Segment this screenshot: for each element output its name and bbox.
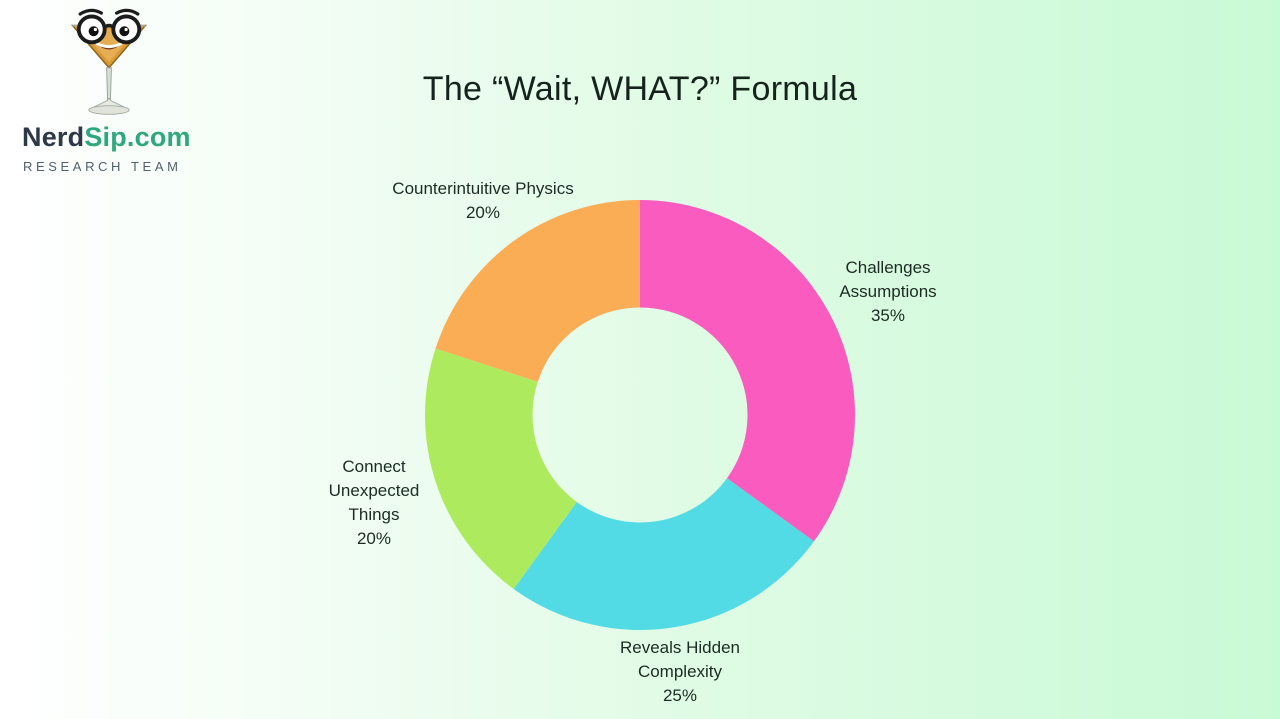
slice-label-reveals-hidden-complexity: Reveals Hidden Complexity 25%	[620, 636, 740, 708]
donut-segment-counterintuitive-physics	[435, 200, 640, 382]
brand-tagline: RESEARCH TEAM	[23, 159, 182, 174]
slice-label-line: Things	[348, 505, 400, 524]
brand-logo: NerdSip.com RESEARCH TEAM	[14, 6, 204, 174]
slice-label-line: Complexity	[637, 662, 723, 681]
brand-name: NerdSip.com	[14, 122, 204, 153]
slice-label-connect-unexpected-things: Connect Unexpected Things 20%	[329, 455, 420, 551]
donut-segment-challenges-assumptions	[640, 200, 855, 542]
donut-chart-svg	[424, 200, 855, 630]
brand-name-primary: Nerd	[22, 122, 85, 152]
slice-label-line: Unexpected	[328, 481, 420, 500]
slice-label-line: Counterintuitive Physics	[392, 179, 574, 198]
slice-label-line: Connect	[342, 457, 406, 476]
page-title: The “Wait, WHAT?” Formula	[422, 70, 858, 108]
brand-name-secondary: Sip.com	[84, 122, 191, 152]
donut-segment-connect-unexpected-things	[424, 348, 577, 589]
slice-label-line: Reveals Hidden	[619, 638, 741, 657]
donut-chart	[424, 200, 855, 630]
martini-glass-mascot-icon	[70, 8, 148, 115]
slice-label-line: 20%	[356, 529, 392, 548]
slice-label-line: 25%	[662, 686, 698, 705]
donut-segment-reveals-hidden-complexity	[513, 478, 814, 630]
